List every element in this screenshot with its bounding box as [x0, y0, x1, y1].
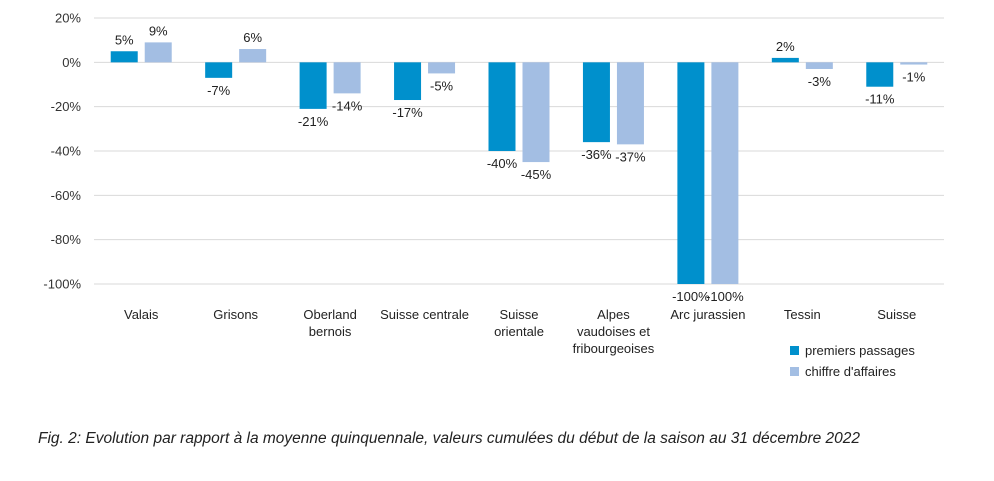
- data-label: -100%: [672, 289, 710, 304]
- y-tick-label: -20%: [51, 99, 82, 114]
- data-label: -45%: [521, 167, 552, 182]
- data-label: -7%: [207, 83, 231, 98]
- category-label: Suisse: [877, 307, 916, 322]
- data-label: -11%: [865, 92, 895, 107]
- figure-caption: Fig. 2: Evolution par rapport à la moyen…: [38, 430, 861, 447]
- y-tick-label: -80%: [51, 232, 82, 247]
- data-label: -14%: [332, 98, 363, 113]
- data-label: -40%: [487, 156, 518, 171]
- data-label: -17%: [392, 105, 423, 120]
- legend-swatch: [790, 346, 799, 355]
- bar: [488, 62, 516, 152]
- category-label: bernois: [309, 324, 352, 339]
- y-tick-label: 20%: [55, 11, 81, 26]
- y-tick-label: 0%: [62, 55, 81, 70]
- data-label: -21%: [298, 114, 329, 129]
- data-labels: 5% -7% -21% -17% -40% -36% -100% 2% -11% 9% 6% -14%…: [115, 23, 926, 304]
- data-label: -5%: [430, 78, 454, 93]
- bar: [771, 57, 799, 63]
- category-label: Oberland: [303, 307, 356, 322]
- category-label: Suisse: [499, 307, 538, 322]
- bar: [866, 62, 894, 87]
- bar: [299, 62, 327, 109]
- category-label: Suisse centrale: [380, 307, 469, 322]
- bars: [110, 42, 928, 285]
- category-label: Alpes: [597, 307, 630, 322]
- data-label: -1%: [902, 70, 926, 85]
- data-label: -36%: [581, 147, 612, 162]
- y-tick-label: -60%: [51, 188, 82, 203]
- bar: [522, 62, 550, 163]
- data-label: -37%: [615, 149, 646, 164]
- data-label: -100%: [706, 289, 744, 304]
- bar: [239, 49, 267, 63]
- bar: [144, 42, 172, 63]
- y-tick-label: -40%: [51, 144, 82, 159]
- gridlines: [94, 17, 944, 285]
- data-label: 2%: [776, 39, 795, 54]
- data-label: 6%: [243, 30, 262, 45]
- bar: [428, 62, 456, 74]
- category-label: Tessin: [784, 307, 821, 322]
- bar: [110, 51, 138, 63]
- y-axis: 20% 0% -20% -40% -60% -80% -100%: [43, 11, 81, 292]
- legend-entry: chiffre d'affaires: [805, 364, 896, 379]
- category-label: Valais: [124, 307, 159, 322]
- bar: [711, 62, 739, 285]
- bar: [805, 62, 833, 69]
- legend: premiers passages chiffre d'affaires: [790, 343, 915, 379]
- category-label: orientale: [494, 324, 544, 339]
- data-label: 9%: [149, 23, 168, 38]
- category-label: Grisons: [213, 307, 258, 322]
- legend-entry: premiers passages: [805, 343, 915, 358]
- bar: [677, 62, 705, 285]
- bar: [616, 62, 644, 145]
- x-axis: Valais Grisons Oberland bernois Suisse centr…: [124, 307, 916, 356]
- category-label: fribourgeoises: [573, 341, 655, 356]
- data-label: -3%: [808, 74, 832, 89]
- bar: [394, 62, 422, 101]
- bar: [333, 62, 361, 94]
- category-label: Arc jurassien: [670, 307, 745, 322]
- legend-swatch: [790, 367, 799, 376]
- category-label: vaudoises et: [577, 324, 650, 339]
- y-tick-label: -100%: [43, 277, 81, 292]
- data-label: 5%: [115, 32, 134, 47]
- bar: [900, 62, 928, 65]
- bar: [582, 62, 610, 143]
- bar: [205, 62, 233, 78]
- bar-chart: 20% 0% -20% -40% -60% -80% -100% 5% -7% -21% -17%…: [43, 11, 944, 379]
